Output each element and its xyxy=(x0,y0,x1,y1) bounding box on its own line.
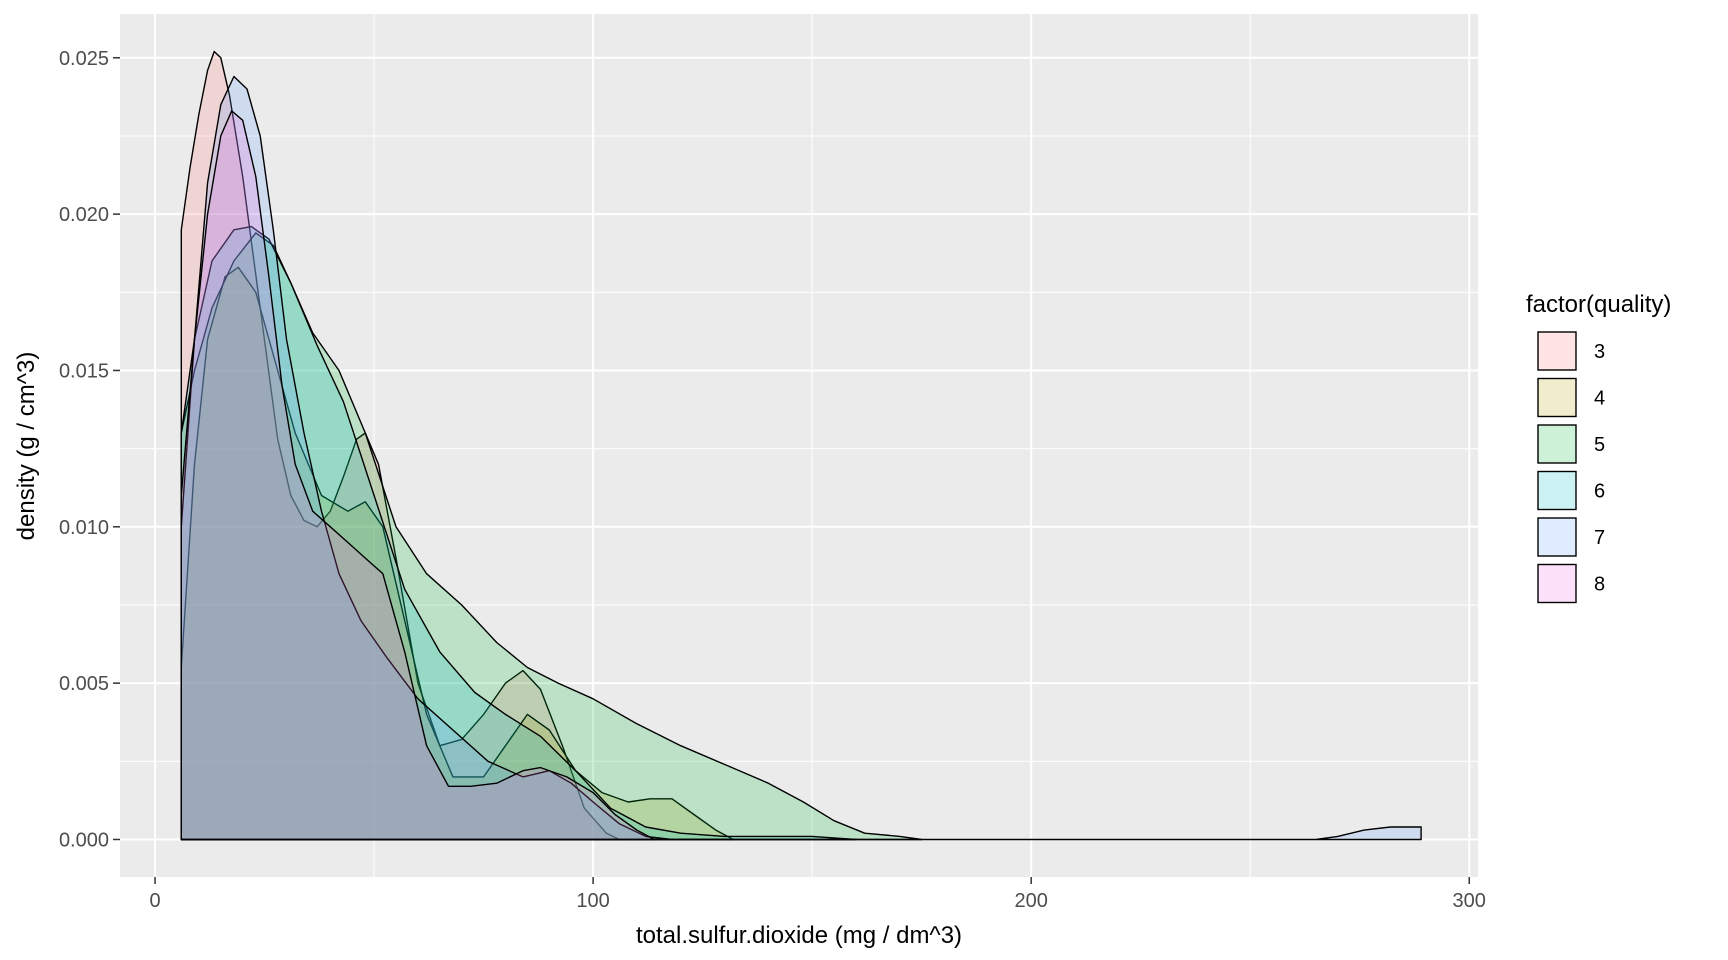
x-tick-label: 100 xyxy=(576,890,609,912)
legend-label-quality-7: 7 xyxy=(1594,527,1605,549)
density-area-quality-3 xyxy=(180,50,621,841)
y-tick-label: 0.010 xyxy=(59,517,109,539)
legend-key-quality-8 xyxy=(1537,563,1577,604)
legend-key-background xyxy=(1536,376,1578,419)
x-tick-label: 0 xyxy=(149,890,160,912)
legend-title: factor(quality) xyxy=(1526,291,1671,318)
legend: 3 4 5 6 7 8 xyxy=(1536,330,1605,605)
plot-background xyxy=(120,14,1478,877)
legend-key-quality-7 xyxy=(1537,517,1577,557)
legend-label-quality-3: 3 xyxy=(1594,341,1605,363)
y-tick-label: 0.000 xyxy=(59,829,109,851)
legend-key-background xyxy=(1536,516,1578,558)
legend-key-background xyxy=(1536,469,1578,512)
y-tick-label: 0.025 xyxy=(59,48,109,70)
legend-key-background xyxy=(1536,423,1578,465)
legend-label-quality-8: 8 xyxy=(1594,574,1605,596)
x-axis-title: total.sulfur.dioxide (mg / dm^3) xyxy=(636,922,962,949)
legend-key-quality-4 xyxy=(1537,377,1577,418)
x-tick-label: 200 xyxy=(1014,890,1047,912)
density-areas xyxy=(180,50,1422,841)
density-area-quality-6 xyxy=(180,225,857,841)
y-axis-title: density (g / cm^3) xyxy=(13,352,40,541)
legend-key-quality-6 xyxy=(1537,470,1577,511)
major-gridlines xyxy=(120,14,1478,877)
density-area-quality-7 xyxy=(180,75,1422,841)
y-axis: 0.000 0.005 0.010 0.015 0.020 0.025 xyxy=(59,48,120,851)
legend-label-quality-5: 5 xyxy=(1594,434,1605,456)
y-tick-label: 0.005 xyxy=(59,673,109,695)
y-tick-label: 0.020 xyxy=(59,204,109,226)
legend-key-background xyxy=(1536,330,1578,372)
legend-key-quality-5 xyxy=(1537,424,1577,464)
minor-gridlines xyxy=(120,14,1478,877)
y-tick-label: 0.015 xyxy=(59,360,109,382)
density-area-quality-8 xyxy=(180,110,656,841)
legend-key-background xyxy=(1536,562,1578,605)
density-area-quality-4 xyxy=(180,266,734,841)
legend-key-quality-3 xyxy=(1537,331,1577,371)
legend-label-quality-6: 6 xyxy=(1594,481,1605,503)
legend-label-quality-4: 4 xyxy=(1594,388,1605,410)
x-tick-label: 300 xyxy=(1453,890,1486,912)
density-area-quality-5 xyxy=(180,232,923,841)
x-axis: 0 100 200 300 xyxy=(149,877,1486,912)
